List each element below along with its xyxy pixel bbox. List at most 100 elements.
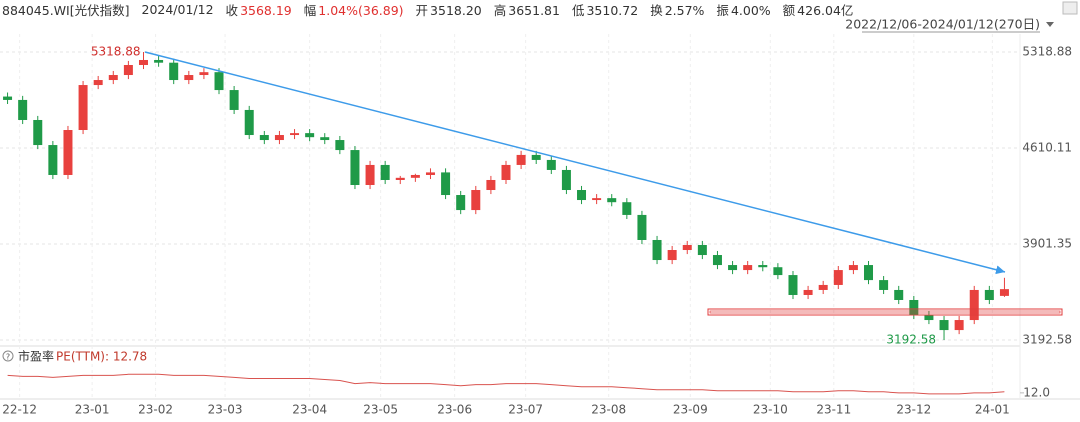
- candle-body: [199, 72, 209, 76]
- quote-field: 开 3518.20: [416, 0, 482, 19]
- help-mark[interactable]: ?: [6, 353, 10, 362]
- candle-body: [259, 135, 269, 141]
- support-box: [707, 308, 1063, 316]
- candle-body: [3, 96, 13, 100]
- x-tick-label: 23-12: [896, 403, 931, 417]
- candle-body: [244, 109, 254, 136]
- candle-body: [274, 135, 284, 141]
- field-value: 3651.81: [508, 2, 560, 18]
- x-tick-label: 23-07: [508, 403, 543, 417]
- x-tick-label: 23-11: [816, 403, 851, 417]
- field-label: 幅: [303, 2, 317, 18]
- candle-body: [123, 64, 133, 76]
- candle-body: [788, 275, 798, 295]
- quote-field: 振 4.00%: [716, 0, 770, 19]
- candle-body: [712, 255, 722, 266]
- candle-body: [184, 75, 194, 81]
- candle-body: [456, 195, 466, 211]
- x-tick-label: 23-09: [673, 403, 708, 417]
- candle-body: [501, 164, 511, 180]
- candle-body: [78, 85, 88, 131]
- x-tick-label: 23-10: [753, 403, 788, 417]
- quote-field: 高 3651.81: [494, 0, 560, 19]
- candle-body: [697, 245, 707, 256]
- candle-body: [833, 270, 843, 285]
- x-tick-label: 23-01: [75, 403, 110, 417]
- candle-body: [350, 150, 360, 185]
- x-tick-label: 23-02: [138, 403, 173, 417]
- field-label: 低: [571, 2, 585, 18]
- quote-field: 幅 1.04%(36.89): [304, 0, 404, 19]
- trend-line: [144, 51, 1006, 275]
- candle-body: [138, 59, 148, 65]
- candle-body: [803, 289, 813, 295]
- field-label: 开: [415, 2, 429, 18]
- corner-icon[interactable]: [1062, 1, 1078, 15]
- candle-body: [818, 284, 828, 290]
- pe-title: 市盈率: [18, 349, 54, 364]
- help-icon[interactable]: [2, 350, 14, 362]
- candle-body: [894, 289, 904, 300]
- candle-body: [395, 177, 405, 180]
- candle-body: [471, 190, 481, 211]
- min-label: 3192.58: [886, 333, 936, 347]
- candle-body: [290, 133, 300, 136]
- pe-line: [7, 373, 1005, 395]
- candle-body: [486, 179, 496, 191]
- candle-body: [848, 265, 858, 271]
- field-value: 1.04%(36.89): [318, 2, 404, 18]
- candle-body: [622, 202, 632, 215]
- quote-field: 换 2.57%: [650, 0, 704, 19]
- field-value: 426.04亿: [797, 2, 854, 18]
- candle-body: [924, 315, 934, 321]
- candle-body: [773, 267, 783, 276]
- plot: 3192.58 3901.35 4610.11 5318.88 22-12 23-01 23…: [0, 34, 1072, 417]
- quote-header: 884045.WI[光伏指数] 2024/01/12 收 3568.19 幅 1.04…: [2, 0, 853, 18]
- candle-body: [969, 289, 979, 321]
- candle-body: [909, 299, 919, 316]
- candle-body: [531, 154, 541, 160]
- field-label: 收: [225, 2, 239, 18]
- field-value: 3518.20: [430, 2, 482, 18]
- x-tick-label: 24-01: [975, 403, 1010, 417]
- candle-body: [864, 265, 874, 281]
- candle-body: [108, 75, 118, 81]
- field-value: 3568.19: [240, 2, 292, 18]
- candle-body: [592, 198, 602, 201]
- field-label: 振: [716, 2, 729, 18]
- field-label: 换: [650, 2, 663, 18]
- quote-field: 收 3568.19: [226, 0, 292, 19]
- date: 2024/01/12: [141, 1, 214, 17]
- y-tick-label: 4610.11: [1022, 141, 1072, 155]
- x-tick-label: 23-06: [437, 403, 472, 417]
- candle-body: [18, 99, 28, 120]
- date-range[interactable]: 2022/12/06-2024/01/12(270日): [845, 17, 1040, 32]
- candle-body: [652, 239, 662, 261]
- candle-body: [879, 280, 889, 290]
- candle-body: [425, 172, 435, 175]
- candle-body: [637, 214, 647, 240]
- candle-body: [320, 137, 330, 141]
- candle-body: [939, 320, 949, 331]
- candle-body: [33, 119, 43, 146]
- candle-body: [365, 164, 375, 185]
- candle-body: [984, 289, 994, 300]
- x-tick-label: 23-03: [208, 403, 243, 417]
- candle-body: [758, 265, 768, 268]
- candle-body: [728, 265, 738, 271]
- candle-body: [380, 164, 390, 180]
- field-value: 2.57%: [664, 2, 705, 18]
- x-tick-label: 23-08: [591, 403, 626, 417]
- quote-field: 额 426.04亿: [783, 0, 854, 19]
- y-tick-label: 3901.35: [1022, 237, 1072, 251]
- dropdown-icon[interactable]: [1046, 22, 1054, 27]
- candle-body: [682, 245, 692, 251]
- quote-field: 低 3510.72: [572, 0, 638, 19]
- candle-body: [607, 198, 617, 203]
- candle-body: [214, 72, 224, 91]
- y-tick-label: 12.0: [1023, 385, 1050, 399]
- candle-body: [48, 145, 58, 175]
- candle-body: [335, 140, 345, 151]
